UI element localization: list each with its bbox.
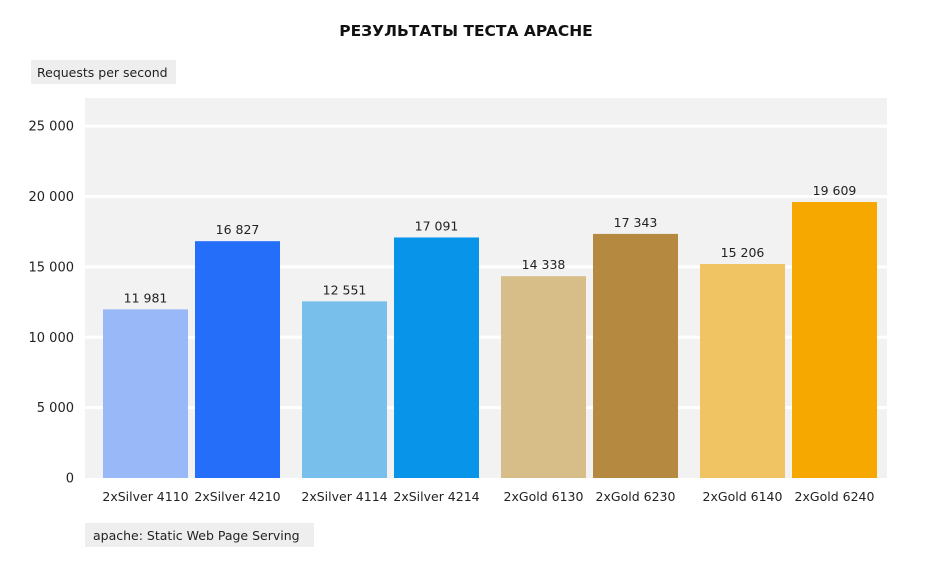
bar-value-label: 17 091: [415, 218, 459, 233]
x-tick-label: 2xSilver 4214: [393, 489, 479, 504]
x-tick-label: 2xGold 6130: [504, 489, 584, 504]
chart-title: РЕЗУЛЬТАТЫ ТЕСТА APACHE: [339, 22, 593, 40]
x-tick-label: 2xSilver 4114: [301, 489, 387, 504]
x-tick-label: 2xGold 6140: [703, 489, 783, 504]
bar: [195, 241, 280, 478]
bar-value-label: 17 343: [614, 215, 658, 230]
y-axis-label: Requests per second: [31, 60, 176, 84]
x-tick-label: 2xGold 6240: [795, 489, 875, 504]
bar-value-label: 15 206: [721, 245, 765, 260]
x-tick-label: 2xSilver 4110: [102, 489, 188, 504]
bar: [394, 237, 479, 478]
x-tick-label: 2xGold 6230: [596, 489, 676, 504]
bar: [700, 263, 785, 478]
y-tick-label: 25 000: [29, 120, 75, 135]
y-tick-label: 20 000: [29, 190, 75, 205]
grid-lines: [85, 124, 887, 410]
y-axis-ticks: 0 5 000 10 000 15 000 20 000 25 000: [29, 120, 75, 487]
value-labels: 11 981 16 827 12 551 17 091 14 338 17 343 15 2…: [124, 183, 857, 305]
y-tick-label: 5 000: [37, 401, 74, 416]
bar: [792, 202, 877, 478]
bar: [593, 233, 678, 478]
bar-value-label: 11 981: [124, 290, 168, 305]
bars: [103, 202, 877, 478]
x-axis-labels: 2xSilver 4110 2xSilver 4210 2xSilver 4114 2…: [102, 489, 874, 504]
y-tick-label: 15 000: [29, 260, 75, 275]
bar-value-label: 12 551: [323, 282, 367, 297]
x-tick-label: 2xSilver 4210: [194, 489, 280, 504]
chart-footnote: apache: Static Web Page Serving: [85, 523, 314, 547]
bar: [302, 301, 387, 478]
y-tick-label: 0: [66, 472, 74, 487]
bar: [501, 276, 586, 478]
y-tick-label: 10 000: [29, 331, 75, 346]
plot-area: [85, 98, 887, 478]
bar: [103, 309, 188, 478]
bar-value-label: 14 338: [522, 257, 566, 272]
bar-value-label: 16 827: [216, 222, 260, 237]
bar-value-label: 19 609: [813, 183, 857, 198]
